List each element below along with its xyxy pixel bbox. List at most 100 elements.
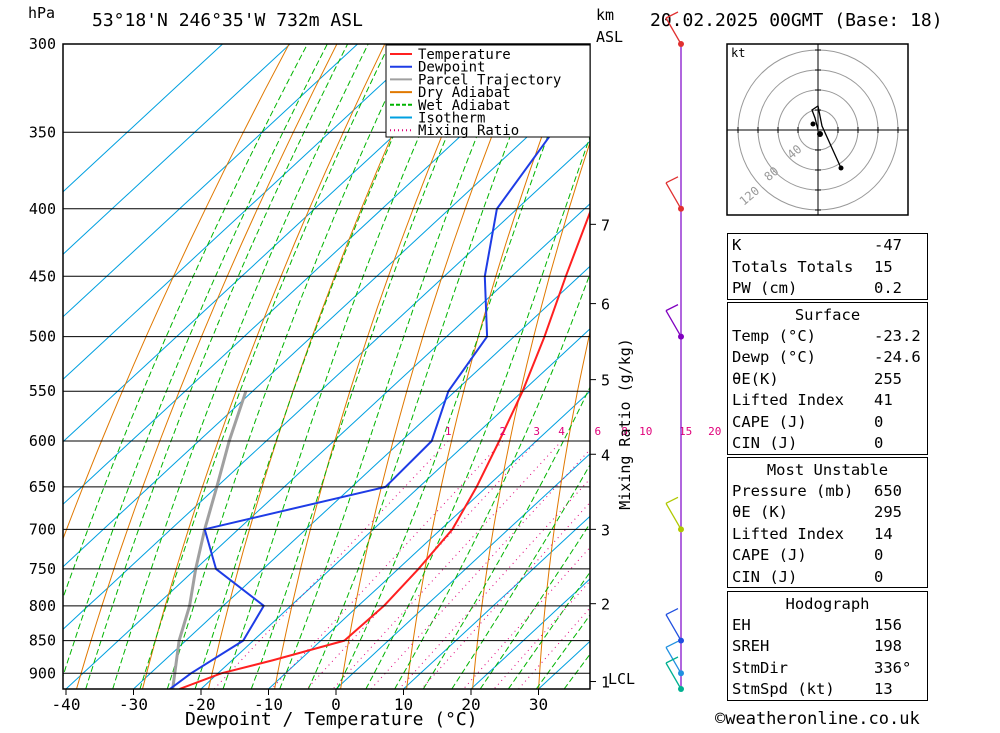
index-value: 295	[874, 503, 902, 521]
wet-adiabat-line	[194, 44, 436, 689]
km-tick-label: 6	[601, 296, 610, 314]
index-label: CAPE (J)	[732, 412, 807, 431]
index-row: θE (K) 295	[728, 501, 927, 523]
index-row: CAPE (J) 0	[728, 544, 927, 566]
index-value: 336°	[874, 658, 912, 677]
station-location: 53°18'N 246°35'W 732m ASL	[92, 10, 363, 31]
index-label: CIN (J)	[732, 567, 798, 586]
index-row: Lifted Index 14	[728, 523, 927, 545]
index-label: Lifted Index	[732, 524, 844, 543]
pressure-tick-label: 450	[29, 267, 56, 285]
pressure-tick-label: 800	[29, 597, 56, 615]
index-row: Pressure (mb) 650	[728, 480, 927, 502]
dry-adiabat-line	[340, 44, 529, 689]
wind-barb-flag	[665, 11, 679, 19]
dry-adiabat-line	[274, 44, 481, 689]
mixing-ratio-line	[518, 607, 590, 689]
index-value: 0	[874, 567, 884, 586]
pressure-tick-label: 550	[29, 382, 56, 400]
index-label: SREH	[732, 637, 770, 655]
hodograph-point	[838, 165, 844, 171]
dewpoint-line	[169, 96, 590, 689]
wind-profile	[665, 11, 684, 692]
storm-motion-point	[817, 131, 823, 137]
mixing-ratio-label: 3	[533, 425, 540, 438]
mixing-ratio-label: 20	[708, 425, 721, 438]
isotherm-line	[470, 578, 590, 689]
pressure-unit-label: hPa	[28, 4, 56, 22]
index-label: StmDir	[732, 658, 788, 677]
index-label: PW (cm)	[732, 279, 798, 297]
stability-indices-table: K -47 Totals Totals 15 PW (cm) 0.2	[727, 233, 928, 300]
isotherm-line	[268, 390, 590, 689]
isotherm-line	[63, 44, 358, 318]
pressure-tick-label: 700	[29, 520, 56, 538]
wet-adiabat-line	[63, 44, 328, 678]
index-row: Dewp (°C) -24.6	[728, 346, 927, 368]
index-value: 0	[874, 546, 884, 564]
pressure-tick-label: 300	[29, 35, 56, 53]
isotherm-line	[335, 453, 590, 689]
dry-adiabat-line	[63, 44, 290, 541]
index-row: StmDir 336°	[728, 657, 927, 679]
legend-box	[385, 44, 591, 138]
x-axis-title: Dewpoint / Temperature (°C)	[185, 709, 478, 730]
wet-adiabat-line	[222, 44, 460, 689]
x-tick-label: 30	[529, 695, 548, 714]
wet-adiabat-line	[85, 44, 349, 689]
hodograph-title: Hodograph	[785, 595, 870, 613]
index-row: CIN (J) 0	[728, 566, 927, 588]
index-row: Lifted Index 41	[728, 389, 927, 411]
legend-entry: Temperature	[418, 47, 511, 63]
dry-adiabat-line	[976, 44, 1000, 689]
mixing-ratio-line	[398, 478, 590, 689]
wind-barb	[665, 646, 682, 674]
hodograph-unit: kt	[731, 46, 745, 60]
index-row: StmSpd (kt) 13	[728, 678, 927, 700]
wind-barb-flag	[665, 640, 679, 648]
hodograph-trace	[811, 104, 842, 169]
wet-adiabat-line	[250, 44, 487, 689]
index-row: CIN (J) 0	[728, 432, 927, 454]
km-tick-label: 3	[601, 521, 610, 539]
km-tick-label: 2	[601, 596, 610, 614]
pressure-tick-label: 750	[29, 560, 56, 578]
dry-adiabat-line	[406, 44, 577, 689]
pressure-tick-label: 650	[29, 478, 56, 496]
index-label: Dewp (°C)	[732, 348, 816, 366]
wet-adiabat-line	[63, 44, 308, 600]
x-tick-label: 10	[394, 695, 413, 714]
index-value: 156	[874, 615, 902, 634]
wet-adiabat-line	[365, 135, 590, 689]
wet-adiabat-line	[479, 522, 590, 689]
x-tick-label: 20	[461, 695, 480, 714]
mixing-ratio-label: 6	[594, 425, 601, 438]
index-value: 255	[874, 369, 902, 388]
index-value: 0.2	[874, 279, 902, 297]
credit-text: ©weatheronline.co.uk	[715, 709, 920, 729]
mixing-ratio-label: 15	[679, 425, 692, 438]
legend-entry: Wet Adiabat	[418, 98, 511, 114]
km-tick-label: 7	[601, 216, 610, 234]
wind-barb	[665, 503, 682, 530]
wet-adiabat-line	[166, 44, 412, 689]
index-row: K -47	[728, 234, 927, 256]
isotherm-line	[63, 44, 493, 443]
index-label: CIN (J)	[732, 434, 798, 452]
hodograph-table: Hodograph EH 156 SREH 198 StmDir 336° StmSpd (…	[727, 591, 928, 701]
index-value: -23.2	[874, 326, 921, 345]
index-label: Pressure (mb)	[732, 481, 854, 500]
mixing-ratio-line	[213, 440, 449, 689]
isotherm-line	[133, 265, 590, 689]
mixing-ratio-label: 10	[639, 425, 652, 438]
mixing-ratio-line	[421, 501, 590, 689]
index-row: Temp (°C) -23.2	[728, 325, 927, 347]
legend-entry: Isotherm	[418, 111, 485, 127]
valid-datetime: 20.02.2025 00GMT (Base: 18)	[650, 10, 943, 31]
isotherm-line	[200, 328, 590, 689]
height-unit-label: km ASL	[596, 4, 623, 48]
surface-title: Surface	[794, 306, 861, 324]
km-tick-label: 5	[601, 372, 610, 390]
dry-adiabat-line	[208, 44, 434, 689]
wind-barb-flag	[665, 607, 679, 616]
